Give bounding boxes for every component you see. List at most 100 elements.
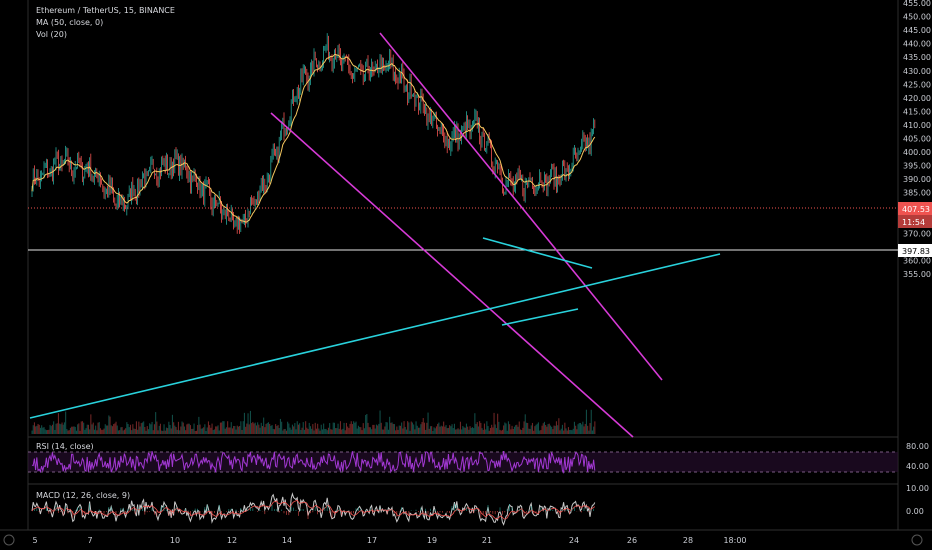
triangle-upper-line[interactable]	[482, 237, 593, 269]
volume-bar	[213, 429, 215, 434]
rsi-tick-80: 80.00	[906, 442, 929, 451]
macd-tick-10: 10.00	[906, 484, 929, 493]
volume-bar	[45, 430, 47, 434]
volume-bar	[349, 423, 351, 434]
volume-bar	[91, 424, 93, 434]
volume-bar	[345, 422, 347, 434]
price-tick-label: 370.00	[903, 229, 931, 238]
volume-bar	[56, 423, 58, 434]
volume-bar	[89, 429, 91, 434]
volume-bar	[170, 428, 172, 434]
volume-bar	[297, 424, 299, 434]
volume-bar	[515, 425, 517, 434]
volume-bar	[579, 422, 581, 434]
settings-icon[interactable]	[911, 534, 923, 546]
volume-bar	[386, 422, 388, 434]
volume-bar	[71, 426, 73, 434]
volume-bar	[181, 421, 183, 434]
volume-bar	[443, 421, 445, 434]
volume-bar	[248, 424, 250, 434]
volume-bar	[408, 422, 410, 434]
volume-bar	[90, 414, 92, 434]
volume-bar	[489, 428, 491, 434]
volume-bar	[369, 427, 371, 434]
volume-bar	[451, 424, 453, 434]
volume-bar	[277, 425, 279, 434]
macd-line	[31, 492, 596, 526]
ma-legend: MA (50, close, 0)	[36, 18, 103, 27]
volume-bar	[206, 427, 208, 434]
volume-bar	[74, 426, 76, 434]
volume-bar	[156, 421, 158, 434]
volume-bar	[57, 413, 59, 434]
volume-bar	[360, 427, 362, 434]
volume-bar	[495, 428, 497, 434]
volume-bar	[135, 421, 137, 434]
volume-bar	[407, 421, 409, 434]
volume-bar	[235, 429, 237, 434]
volume-bar	[570, 429, 572, 434]
volume-bar	[267, 422, 269, 434]
volume-bar	[147, 429, 149, 434]
volume-bar	[92, 422, 94, 434]
volume-bar	[590, 409, 592, 434]
volume-bar	[175, 427, 177, 434]
volume-bar	[351, 424, 353, 434]
volume-bar	[535, 424, 537, 434]
volume-bar	[149, 423, 151, 434]
volume-bar	[381, 429, 383, 434]
volume-bar	[476, 422, 478, 434]
volume-bar	[477, 426, 479, 434]
volume-bar	[555, 421, 557, 434]
level-price-badge	[898, 244, 932, 257]
volume-bar	[173, 422, 175, 434]
volume-bar	[59, 423, 61, 434]
volume-bar	[397, 429, 399, 434]
volume-bar	[212, 430, 214, 434]
timezone-icon[interactable]	[3, 534, 15, 546]
rising-support-line[interactable]	[29, 253, 721, 419]
volume-bar	[507, 421, 509, 434]
volume-bar	[273, 429, 275, 434]
volume-bar	[44, 429, 46, 434]
channel-lower-line[interactable]	[270, 112, 634, 438]
triangle-lower-line[interactable]	[501, 308, 579, 326]
volume-bar	[96, 430, 98, 434]
volume-bar	[506, 430, 508, 434]
volume-bar	[81, 421, 83, 434]
volume-bar	[492, 427, 494, 434]
channel-upper-line[interactable]	[379, 32, 663, 381]
volume-bar	[475, 423, 477, 434]
countdown-badge	[898, 215, 932, 228]
volume-bar	[315, 428, 317, 434]
volume-bar	[561, 424, 563, 434]
volume-bar	[463, 427, 465, 434]
volume-bar	[278, 427, 280, 434]
volume-bar	[439, 426, 441, 434]
volume-bar	[527, 422, 529, 434]
volume-bar	[450, 426, 452, 434]
volume-bar	[422, 418, 424, 434]
volume-bar	[227, 421, 229, 434]
volume-bar	[584, 423, 586, 434]
volume-bar	[66, 429, 68, 434]
volume-bar	[425, 429, 427, 434]
macd-histogram	[34, 503, 594, 519]
volume-bar	[419, 427, 421, 434]
volume-bar	[126, 422, 128, 434]
volume-bar	[150, 424, 152, 434]
volume-bar	[203, 427, 205, 434]
volume-bar	[414, 429, 416, 434]
volume-bar	[593, 426, 595, 434]
volume-bar	[325, 428, 327, 434]
volume-bar	[31, 430, 33, 434]
time-tick-label: 14	[282, 536, 292, 545]
volume-bar	[471, 427, 473, 434]
volume-bar	[461, 429, 463, 434]
volume-bar	[564, 422, 566, 434]
volume-bar	[144, 426, 146, 434]
volume-bar	[210, 427, 212, 434]
volume-bar	[372, 424, 374, 434]
